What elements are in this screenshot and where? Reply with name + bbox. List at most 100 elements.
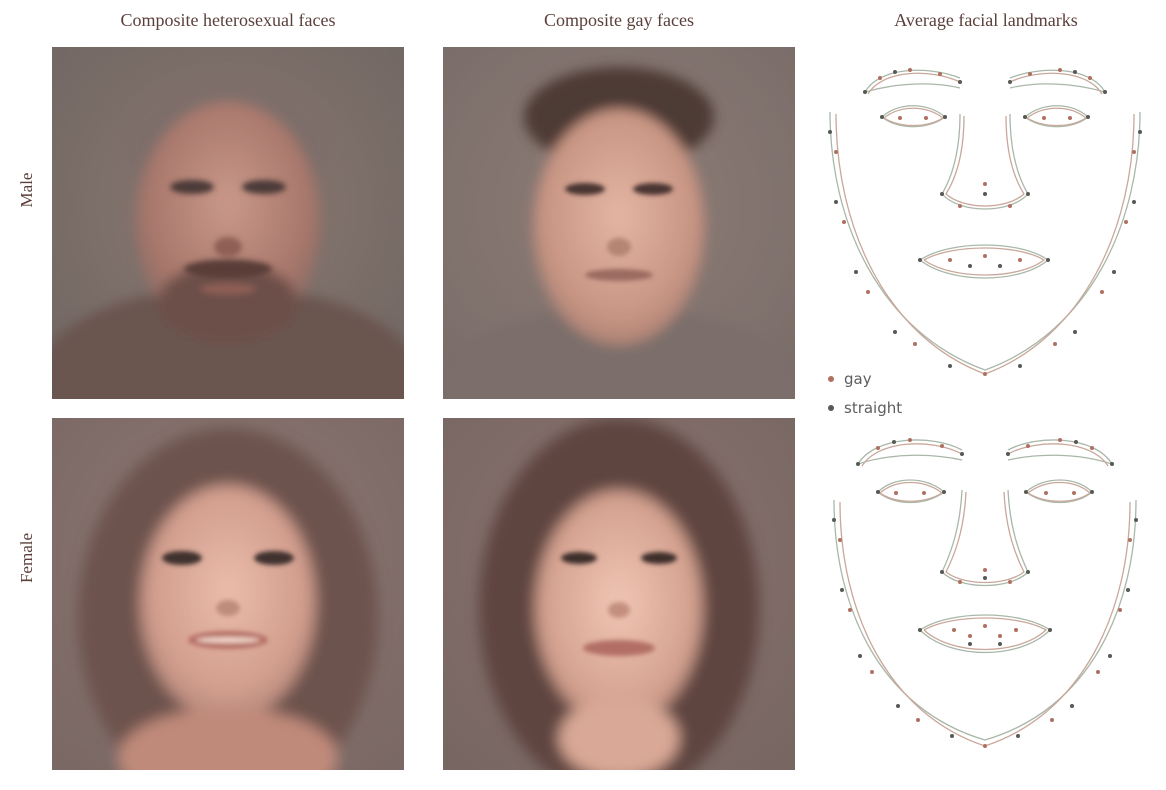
landmark-point-gay [983, 744, 987, 748]
landmark-point-straight [1134, 518, 1138, 522]
landmark-point-gay [876, 446, 880, 450]
landmark-point-straight [960, 452, 964, 456]
landmark-point-straight [918, 258, 922, 262]
legend: gay straight [828, 364, 902, 422]
landmark-point-gay [1068, 116, 1072, 120]
landmark-point-gay [916, 718, 920, 722]
landmark-point-straight [983, 192, 987, 196]
composite-face-male-gay [443, 47, 795, 399]
column-title-landmarks: Average facial landmarks [894, 10, 1078, 30]
landmark-point-straight [858, 654, 862, 658]
legend-label-gay: gay [844, 369, 872, 388]
landmark-point-gay [922, 491, 926, 495]
landmark-point-gay [870, 670, 874, 674]
landmark-point-gay [998, 634, 1002, 638]
landmark-point-gay [838, 538, 842, 542]
landmark-point-straight [1086, 115, 1090, 119]
landmark-point-straight [1018, 364, 1022, 368]
landmark-point-straight [828, 130, 832, 134]
landmark-point-straight [1046, 258, 1050, 262]
landmark-point-straight [1073, 330, 1077, 334]
landmark-point-straight [1103, 90, 1107, 94]
row-label-male-text: Male [17, 172, 36, 208]
landmark-point-gay [1096, 670, 1100, 674]
landmark-point-straight [880, 115, 884, 119]
landmark-point-straight [893, 330, 897, 334]
composite-face-female-gay [443, 418, 795, 770]
landmark-point-straight [1026, 192, 1030, 196]
landmark-point-straight [1112, 270, 1116, 274]
landmark-point-gay [940, 444, 944, 448]
landmark-point-straight [1008, 80, 1012, 84]
landmark-point-gay [948, 258, 952, 262]
legend-item-gay: gay [828, 364, 902, 393]
landmark-point-straight [854, 270, 858, 274]
landmark-point-straight [1090, 490, 1094, 494]
landmark-point-gay [938, 72, 942, 76]
legend-label-straight: straight [844, 398, 903, 417]
column-title-gay: Composite gay faces [544, 10, 694, 30]
landmark-point-gay [983, 624, 987, 628]
landmark-point-straight [1138, 130, 1142, 134]
landmark-point-gay [834, 150, 838, 154]
landmark-point-gay [908, 68, 912, 72]
landmark-point-straight [942, 490, 946, 494]
legend-dot-gay [828, 375, 834, 382]
landmark-point-straight [940, 570, 944, 574]
landmark-point-straight [998, 264, 1002, 268]
landmark-point-gay [968, 634, 972, 638]
landmark-point-gay [1026, 444, 1030, 448]
landmark-point-gay [1128, 538, 1132, 542]
landmark-point-straight [1108, 654, 1112, 658]
landmark-point-gay [898, 116, 902, 120]
landmark-point-straight [1048, 628, 1052, 632]
landmark-point-gay [1042, 116, 1046, 120]
landmark-point-straight [968, 264, 972, 268]
landmark-point-straight [940, 192, 944, 196]
landmark-point-gay [983, 372, 987, 376]
landmark-point-straight [1070, 704, 1074, 708]
legend-dot-straight [828, 404, 834, 411]
landmark-point-gay [1018, 258, 1022, 262]
landmark-point-straight [1132, 200, 1136, 204]
landmark-point-straight [892, 440, 896, 444]
landmark-point-straight [968, 642, 972, 646]
landmark-point-gay [1053, 342, 1057, 346]
landmark-point-gay [983, 254, 987, 258]
composite-face-male-heterosexual [52, 47, 404, 399]
landmark-point-gay [1090, 446, 1094, 450]
landmark-point-gay [1058, 438, 1062, 442]
landmark-point-straight [1074, 440, 1078, 444]
landmark-point-gay [908, 438, 912, 442]
landmark-point-gay [866, 290, 870, 294]
landmark-point-straight [958, 80, 962, 84]
landmark-point-gay [1050, 718, 1054, 722]
landmark-point-gay [958, 204, 962, 208]
landmark-point-gay [913, 342, 917, 346]
landmark-point-straight [863, 90, 867, 94]
landmark-point-gay [1118, 608, 1122, 612]
landmark-point-gay [1100, 290, 1104, 294]
landmark-point-gay [878, 76, 882, 80]
landmark-point-gay [1124, 220, 1128, 224]
row-label-female-text: Female [17, 532, 36, 584]
landmark-point-gay [1028, 72, 1032, 76]
landmark-point-straight [1024, 490, 1028, 494]
landmark-point-straight [832, 518, 836, 522]
landmark-point-gay [1058, 68, 1062, 72]
landmark-point-straight [896, 704, 900, 708]
landmark-point-straight [1023, 115, 1027, 119]
landmark-point-straight [1006, 452, 1010, 456]
landmark-point-straight [943, 115, 947, 119]
landmark-point-gay [983, 182, 987, 186]
landmark-point-straight [998, 642, 1002, 646]
landmarks-male [820, 52, 1150, 392]
landmark-point-straight [876, 490, 880, 494]
landmark-point-gay [952, 628, 956, 632]
landmark-point-straight [834, 200, 838, 204]
landmarks-male-diagram [828, 68, 1142, 376]
landmark-point-gay [1008, 204, 1012, 208]
landmarks-female-diagram [832, 438, 1138, 748]
landmark-point-straight [893, 70, 897, 74]
landmark-point-gay [1044, 491, 1048, 495]
